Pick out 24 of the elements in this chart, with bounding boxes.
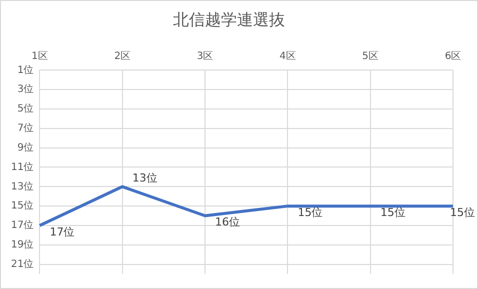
y-tick-label: 3位 [17, 83, 34, 96]
y-tick-label: 15位 [10, 200, 34, 212]
y-tick-label: 21位 [10, 258, 34, 270]
data-label: 17位 [50, 225, 75, 238]
x-tick-label: 3区 [196, 50, 214, 62]
data-label: 15位 [298, 206, 323, 219]
y-tick-label: 11位 [10, 160, 34, 173]
y-tick-label: 5位 [17, 102, 34, 115]
data-label: 15位 [450, 206, 476, 219]
y-tick-label: 7位 [17, 122, 34, 134]
y-tick-label: 13位 [10, 180, 34, 192]
y-tick-label: 17位 [10, 219, 34, 232]
x-tick-label: 2区 [114, 50, 131, 62]
data-label: 15位 [380, 206, 406, 219]
y-tick-label: 9位 [17, 141, 34, 154]
y-tick-label: 1位 [17, 64, 34, 76]
x-tick-label: 6区 [444, 50, 462, 62]
x-tick-label: 5区 [362, 50, 379, 62]
y-tick-label: 19位 [10, 238, 34, 250]
chart-title: 北信越学連選抜 [173, 10, 285, 29]
data-label: 13位 [132, 172, 158, 185]
x-tick-label: 1区 [32, 50, 48, 62]
x-tick-label: 4区 [280, 50, 296, 62]
data-label: 16位 [215, 216, 240, 229]
